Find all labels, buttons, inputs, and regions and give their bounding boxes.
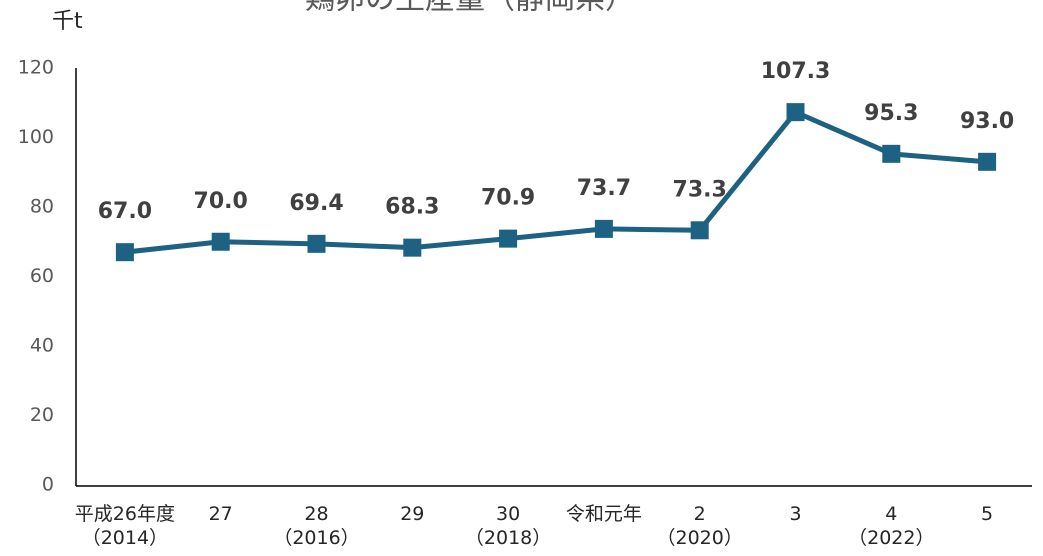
marker bbox=[403, 238, 422, 257]
data-label: 67.0 bbox=[98, 199, 152, 224]
x-tick-label: 28 （2016） bbox=[273, 503, 360, 549]
marker bbox=[307, 234, 326, 253]
y-tick-label: 120 bbox=[18, 57, 54, 79]
x-tick-label: 27 bbox=[208, 503, 233, 525]
y-tick-label: 0 bbox=[42, 474, 54, 496]
marker bbox=[882, 144, 901, 163]
x-tick-label: 30 （2018） bbox=[464, 503, 552, 549]
data-label: 95.3 bbox=[864, 101, 918, 126]
marker bbox=[499, 229, 518, 248]
y-tick-label: 80 bbox=[30, 196, 54, 218]
data-label: 73.7 bbox=[577, 176, 631, 201]
marker bbox=[594, 219, 613, 238]
y-tick-label: 100 bbox=[18, 126, 54, 148]
marker bbox=[115, 243, 134, 262]
x-tick-label: 令和元年 bbox=[565, 503, 642, 525]
data-label: 70.0 bbox=[194, 189, 248, 214]
x-tick-label: 4 （2022） bbox=[848, 503, 935, 549]
line bbox=[124, 109, 988, 255]
y-tick-label: 40 bbox=[30, 335, 54, 357]
x-tick-label: 平成26年度 （2014） bbox=[74, 503, 175, 549]
marker bbox=[786, 103, 805, 122]
marker bbox=[690, 221, 709, 240]
data-label: 107.3 bbox=[761, 59, 831, 84]
y-axis-label: 千t bbox=[52, 9, 83, 34]
x-tick-label: 3 bbox=[789, 503, 802, 525]
data-label: 70.9 bbox=[481, 186, 535, 211]
y-tick-label: 20 bbox=[30, 404, 54, 426]
chart-title: 鶏卵の生産量（静岡県） bbox=[305, 0, 635, 17]
marker bbox=[978, 152, 997, 171]
x-tick-label: 2 （2020） bbox=[656, 503, 743, 549]
x-tick-label: 5 bbox=[981, 503, 994, 525]
marker bbox=[211, 232, 230, 251]
data-label: 93.0 bbox=[960, 109, 1014, 134]
data-label: 68.3 bbox=[385, 195, 439, 220]
y-tick-label: 60 bbox=[30, 265, 54, 287]
x-tick-label: 29 bbox=[400, 503, 425, 525]
data-label: 73.3 bbox=[673, 177, 727, 202]
data-label: 69.4 bbox=[289, 191, 343, 216]
